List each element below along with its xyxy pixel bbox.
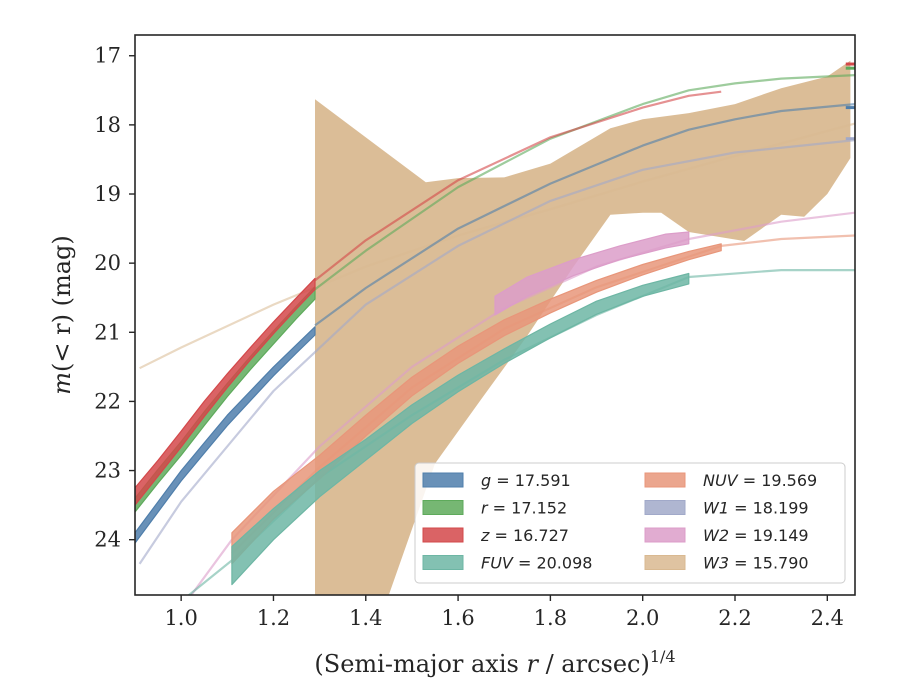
legend-item-g: g = 17.591 (422, 471, 571, 490)
band-z (135, 277, 316, 506)
legend-label: FUV = 20.098 (481, 554, 592, 573)
plot-area (135, 60, 855, 595)
x-tick-label: 1.2 (257, 606, 290, 630)
legend: g = 17.591 NUV = 19.569 r = 17.152 W1 = 18.… (414, 462, 846, 584)
model-line-W3 (139, 122, 855, 370)
legend-swatch (422, 555, 464, 570)
x-tick-label: 1.8 (534, 606, 567, 630)
band-r (135, 286, 316, 513)
legend-value: = 18.199 (729, 499, 809, 518)
legend-value: = 17.591 (491, 471, 571, 490)
x-tick-label: 2.2 (718, 606, 751, 630)
legend-var: W1 (703, 499, 729, 518)
legend-var: W2 (703, 526, 729, 545)
legend-value: = 19.569 (738, 471, 818, 490)
legend-label: r = 17.152 (481, 499, 567, 518)
y-tick-label: 24 (94, 528, 121, 552)
legend-item-W1: W1 = 18.199 (644, 499, 809, 518)
legend-value: = 20.098 (513, 554, 593, 573)
legend-var: z (480, 526, 490, 545)
x-tick-label: 1.6 (441, 606, 474, 630)
legend-item-W3: W3 = 15.790 (644, 554, 809, 573)
legend-var: W3 (703, 554, 729, 573)
legend-var: g (481, 471, 491, 490)
legend-swatch (644, 500, 686, 515)
x-tick-label: 2.0 (626, 606, 659, 630)
legend-value: = 17.152 (488, 499, 568, 518)
legend-swatch (644, 527, 686, 543)
legend-label: g = 17.591 (481, 471, 571, 490)
band-FUV (231, 272, 690, 586)
legend-var: r (481, 499, 489, 518)
legend-label: NUV = 19.569 (703, 471, 817, 490)
legend-swatch (644, 555, 686, 570)
y-axis-label: m(< r) (mag) (48, 235, 76, 395)
y-tick-label: 23 (94, 459, 121, 483)
legend-item-W2: W2 = 19.149 (644, 526, 809, 545)
x-tick-label: 2.4 (811, 606, 844, 630)
legend-value: = 15.790 (729, 554, 809, 573)
legend-item-FUV: FUV = 20.098 (422, 554, 592, 573)
band-W2 (494, 231, 690, 316)
model-line-g (314, 103, 855, 327)
legend-swatch (644, 472, 686, 488)
x-axis-label: (Semi-major axis r / arcsec)1/4 (314, 647, 675, 678)
y-tick-label: 22 (94, 389, 121, 413)
x-axis: 1.0 1.2 1.4 1.6 1.8 2.0 2.2 2.4 (164, 595, 844, 630)
legend-item-z: z = 16.727 (422, 526, 569, 545)
legend-label: W2 = 19.149 (703, 526, 809, 545)
model-line-r (314, 74, 855, 291)
model-line-W1 (138, 139, 855, 565)
legend-value: = 16.727 (489, 526, 569, 545)
y-tick-label: 19 (94, 182, 121, 206)
legend-item-r: r = 17.152 (422, 499, 567, 518)
x-tick-label: 1.4 (349, 606, 382, 630)
legend-swatch (422, 527, 464, 543)
legend-value: = 19.149 (729, 526, 809, 545)
y-tick-label: 18 (94, 113, 121, 137)
y-axis: 17 18 19 20 21 22 23 24 (94, 44, 135, 552)
legend-box (414, 462, 846, 584)
band-NUV (231, 243, 722, 565)
legend-label: W3 = 15.790 (703, 554, 809, 573)
x-tick-label: 1.0 (164, 606, 197, 630)
band-g (135, 326, 316, 544)
legend-swatch (422, 472, 464, 488)
y-tick-label: 20 (94, 251, 121, 275)
plot-frame (134, 34, 856, 596)
legend-label: z = 16.727 (480, 526, 569, 545)
y-tick-label: 21 (94, 320, 121, 344)
legend-var: NUV (703, 471, 739, 490)
y-tick-label: 17 (94, 44, 121, 68)
legend-swatch (422, 500, 464, 515)
series-models (135, 62, 855, 595)
legend-label: W1 = 18.199 (703, 499, 809, 518)
model-line-z (314, 90, 722, 282)
legend-item-NUV: NUV = 19.569 (644, 471, 817, 490)
legend-var: FUV (481, 554, 514, 573)
